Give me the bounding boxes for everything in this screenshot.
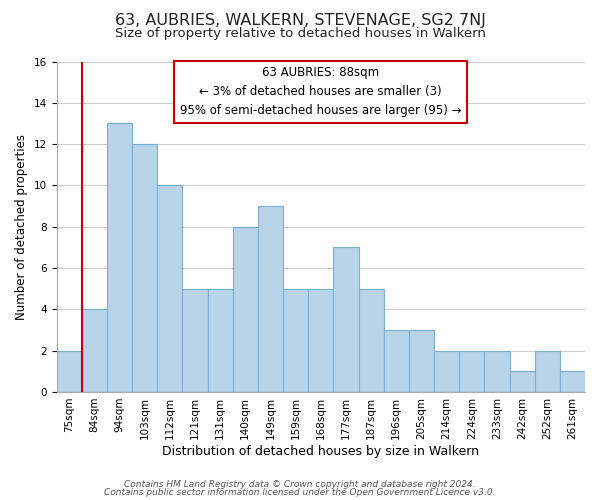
Bar bbox=[334, 248, 359, 392]
Text: 63 AUBRIES: 88sqm
← 3% of detached houses are smaller (3)
95% of semi-detached h: 63 AUBRIES: 88sqm ← 3% of detached house… bbox=[180, 66, 461, 118]
Bar bbox=[308, 288, 334, 392]
Bar bbox=[359, 288, 383, 392]
Bar bbox=[484, 350, 509, 392]
Bar bbox=[258, 206, 283, 392]
Bar bbox=[182, 288, 208, 392]
X-axis label: Distribution of detached houses by size in Walkern: Distribution of detached houses by size … bbox=[162, 444, 479, 458]
Bar bbox=[157, 186, 182, 392]
Bar bbox=[82, 310, 107, 392]
Bar bbox=[283, 288, 308, 392]
Text: Size of property relative to detached houses in Walkern: Size of property relative to detached ho… bbox=[115, 28, 485, 40]
Bar bbox=[107, 124, 132, 392]
Text: Contains HM Land Registry data © Crown copyright and database right 2024.: Contains HM Land Registry data © Crown c… bbox=[124, 480, 476, 489]
Bar bbox=[132, 144, 157, 392]
Bar bbox=[409, 330, 434, 392]
Bar bbox=[560, 372, 585, 392]
Bar bbox=[233, 226, 258, 392]
Bar bbox=[509, 372, 535, 392]
Text: Contains public sector information licensed under the Open Government Licence v3: Contains public sector information licen… bbox=[104, 488, 496, 497]
Text: 63, AUBRIES, WALKERN, STEVENAGE, SG2 7NJ: 63, AUBRIES, WALKERN, STEVENAGE, SG2 7NJ bbox=[115, 12, 485, 28]
Bar bbox=[434, 350, 459, 392]
Bar bbox=[383, 330, 409, 392]
Bar bbox=[208, 288, 233, 392]
Y-axis label: Number of detached properties: Number of detached properties bbox=[15, 134, 28, 320]
Bar bbox=[535, 350, 560, 392]
Bar bbox=[56, 350, 82, 392]
Bar bbox=[459, 350, 484, 392]
